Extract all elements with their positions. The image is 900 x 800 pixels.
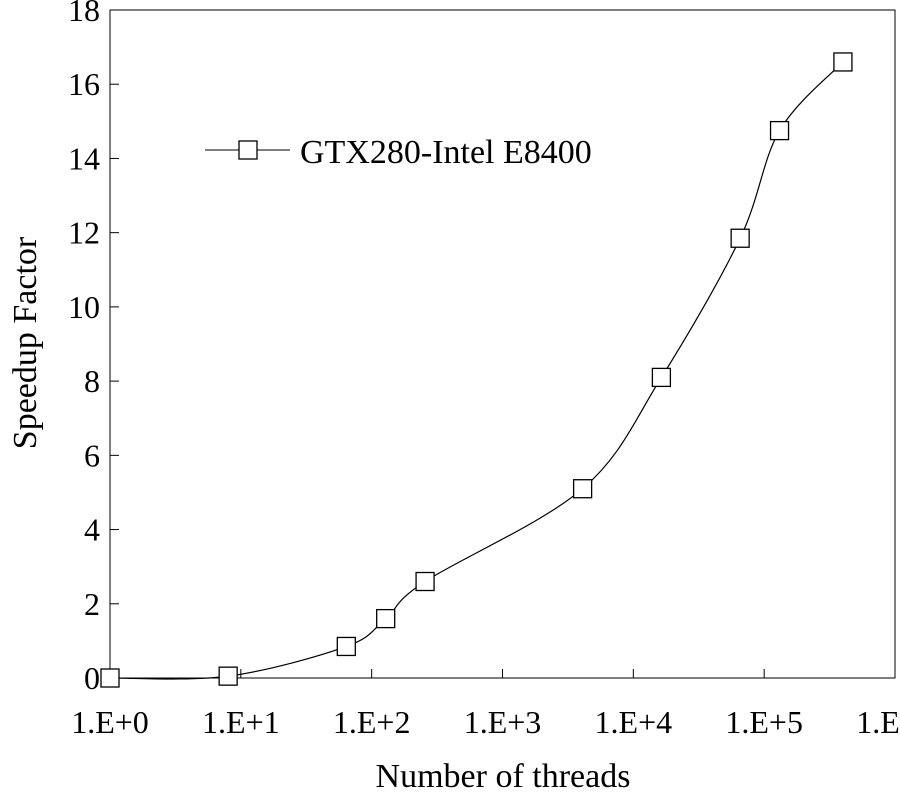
- legend: GTX280-Intel E8400: [205, 134, 592, 171]
- x-tick-label: 1.E+1: [202, 704, 280, 740]
- x-tick-label: 1.E+5: [725, 704, 803, 740]
- data-point: [218, 666, 238, 686]
- y-tick-label: 16: [68, 66, 100, 102]
- y-tick-label: 12: [68, 215, 100, 251]
- data-point: [730, 228, 750, 248]
- data-point: [572, 479, 593, 499]
- y-tick-label: 2: [84, 586, 100, 622]
- data-point: [376, 608, 396, 629]
- y-tick-label: 4: [84, 512, 100, 548]
- data-point: [769, 120, 790, 141]
- x-tick-label: 1.E+3: [464, 704, 542, 740]
- y-tick-label: 8: [84, 363, 100, 399]
- x-tick-label: 1.E+4: [595, 704, 673, 740]
- y-tick-label: 10: [68, 289, 100, 325]
- y-axis-label: Speedup Factor: [7, 236, 44, 449]
- legend-marker: [238, 140, 258, 160]
- y-tick-label: 14: [68, 140, 100, 176]
- data-point: [651, 367, 672, 388]
- data-point: [415, 571, 435, 592]
- x-tick-label: 1.E+2: [333, 704, 411, 740]
- plot-frame: [109, 9, 896, 679]
- y-tick-label: 18: [68, 0, 100, 28]
- data-point: [100, 668, 120, 688]
- series-line: [109, 61, 844, 680]
- x-axis-label: Number of threads: [376, 758, 631, 795]
- data-point: [833, 52, 853, 72]
- data-point: [336, 636, 356, 657]
- x-tick-label: 1.E+6: [856, 704, 900, 740]
- legend-label: GTX280-Intel E8400: [300, 134, 592, 171]
- y-tick-label: 6: [84, 437, 100, 473]
- y-tick-label: 0: [84, 660, 100, 696]
- x-tick-label: 1.E+0: [71, 704, 149, 740]
